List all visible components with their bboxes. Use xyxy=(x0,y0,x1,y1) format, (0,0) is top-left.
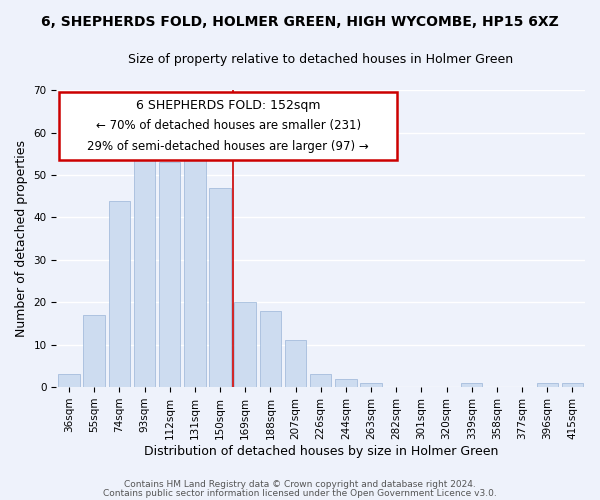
Text: 6 SHEPHERDS FOLD: 152sqm: 6 SHEPHERDS FOLD: 152sqm xyxy=(136,98,320,112)
Bar xyxy=(83,315,105,387)
Bar xyxy=(260,311,281,387)
Title: Size of property relative to detached houses in Holmer Green: Size of property relative to detached ho… xyxy=(128,52,513,66)
Bar xyxy=(285,340,306,387)
Bar xyxy=(134,150,155,387)
Y-axis label: Number of detached properties: Number of detached properties xyxy=(15,140,28,337)
Bar xyxy=(335,378,356,387)
Bar xyxy=(209,188,231,387)
Text: ← 70% of detached houses are smaller (231): ← 70% of detached houses are smaller (23… xyxy=(95,120,361,132)
Text: 6, SHEPHERDS FOLD, HOLMER GREEN, HIGH WYCOMBE, HP15 6XZ: 6, SHEPHERDS FOLD, HOLMER GREEN, HIGH WY… xyxy=(41,15,559,29)
Text: 29% of semi-detached houses are larger (97) →: 29% of semi-detached houses are larger (… xyxy=(88,140,369,153)
Bar xyxy=(184,154,206,387)
Text: Contains public sector information licensed under the Open Government Licence v3: Contains public sector information licen… xyxy=(103,488,497,498)
Bar xyxy=(562,383,583,387)
Bar xyxy=(536,383,558,387)
Bar xyxy=(361,383,382,387)
Bar xyxy=(109,200,130,387)
Bar xyxy=(58,374,80,387)
Bar xyxy=(461,383,482,387)
FancyBboxPatch shape xyxy=(59,92,397,160)
X-axis label: Distribution of detached houses by size in Holmer Green: Distribution of detached houses by size … xyxy=(143,444,498,458)
Bar xyxy=(235,302,256,387)
Bar xyxy=(159,162,181,387)
Bar xyxy=(310,374,331,387)
Text: Contains HM Land Registry data © Crown copyright and database right 2024.: Contains HM Land Registry data © Crown c… xyxy=(124,480,476,489)
